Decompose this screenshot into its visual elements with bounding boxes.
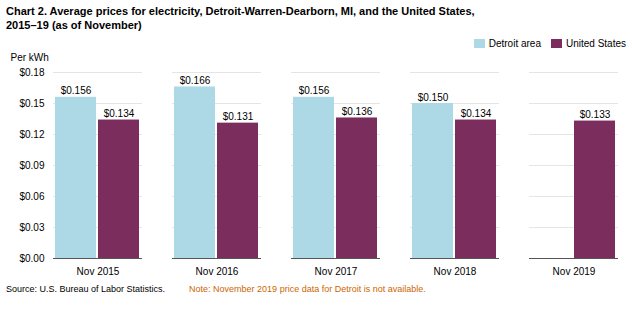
- svg-text:$0.06: $0.06: [19, 191, 44, 202]
- svg-text:$0.133: $0.133: [580, 109, 611, 120]
- svg-text:Per kWh: Per kWh: [11, 52, 49, 63]
- svg-text:$0.156: $0.156: [61, 85, 92, 96]
- svg-text:$0.166: $0.166: [180, 75, 211, 86]
- html-text:Detroit area: Detroit area: [488, 37, 541, 49]
- svg-text:$0.12: $0.12: [19, 129, 44, 140]
- svg-text:$0.150: $0.150: [418, 92, 449, 103]
- svg-text:Nov 2016: Nov 2016: [196, 266, 239, 277]
- svg-text:Nov 2019: Nov 2019: [553, 266, 596, 277]
- html-text:United States: United States: [566, 37, 626, 49]
- svg-text:$0.00: $0.00: [19, 253, 44, 264]
- svg-text:$0.136: $0.136: [342, 106, 373, 117]
- svg-text:Nov 2018: Nov 2018: [434, 266, 477, 277]
- svg-text:$0.131: $0.131: [223, 111, 254, 122]
- svg-text:$0.134: $0.134: [104, 108, 135, 119]
- html-text:Note: November 2019 price data: Note: November 2019 price data for Detro…: [189, 284, 426, 294]
- svg-text:$0.134: $0.134: [461, 108, 492, 119]
- html-text:Source: U.S. Bureau of Labor S: Source: U.S. Bureau of Labor Statistics.: [6, 284, 166, 294]
- svg-text:$0.18: $0.18: [19, 67, 44, 78]
- svg-text:$0.156: $0.156: [299, 85, 330, 96]
- svg-text:Nov 2017: Nov 2017: [315, 266, 358, 277]
- svg-text:$0.03: $0.03: [19, 222, 44, 233]
- svg-text:Nov 2015: Nov 2015: [77, 266, 120, 277]
- html-text:Chart 2. Average prices for el: Chart 2. Average prices for electricity,…: [6, 5, 475, 31]
- svg-text:$0.15: $0.15: [19, 98, 44, 109]
- svg-text:$0.09: $0.09: [19, 160, 44, 171]
